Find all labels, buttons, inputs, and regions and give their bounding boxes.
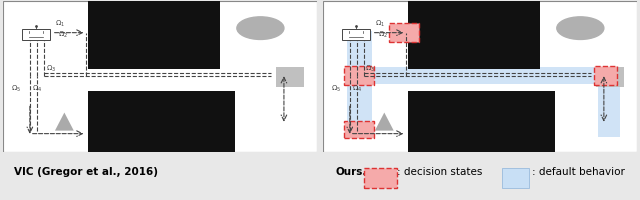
Bar [276,68,304,87]
Bar [502,168,529,188]
Text: $\Omega_1$: $\Omega_1$ [375,18,385,28]
Polygon shape [375,113,394,131]
Text: $\Omega_2$: $\Omega_2$ [378,30,388,40]
FancyBboxPatch shape [344,121,374,138]
Polygon shape [55,113,74,131]
Text: $\Omega_2$: $\Omega_2$ [58,30,68,40]
Bar [347,32,372,137]
Bar [88,92,236,152]
Bar [408,92,556,152]
FancyBboxPatch shape [389,24,419,42]
Text: : decision states: : decision states [397,167,483,177]
Text: $\Omega_5$: $\Omega_5$ [331,84,341,94]
Text: $\Omega_4$: $\Omega_4$ [32,84,42,94]
Text: VIC (Gregor et al., 2016): VIC (Gregor et al., 2016) [13,167,157,177]
FancyBboxPatch shape [364,168,397,188]
FancyBboxPatch shape [344,66,374,85]
Text: $\Omega_1$: $\Omega_1$ [55,18,65,28]
Bar [22,30,51,41]
FancyBboxPatch shape [594,66,618,85]
Bar [408,2,540,69]
Text: $\Omega_5$: $\Omega_5$ [11,84,21,94]
Bar [88,2,220,69]
Bar [596,68,624,87]
Bar [342,30,370,41]
Bar [598,68,620,137]
Circle shape [237,18,284,40]
Text: $\Omega_3$: $\Omega_3$ [45,63,56,73]
Text: : default behavior: : default behavior [532,167,625,177]
Text: $\Omega_4$: $\Omega_4$ [352,84,362,94]
Circle shape [557,18,604,40]
Text: $\Omega_3$: $\Omega_3$ [365,63,376,73]
Bar [347,68,604,84]
Text: Ours.: Ours. [336,167,367,177]
